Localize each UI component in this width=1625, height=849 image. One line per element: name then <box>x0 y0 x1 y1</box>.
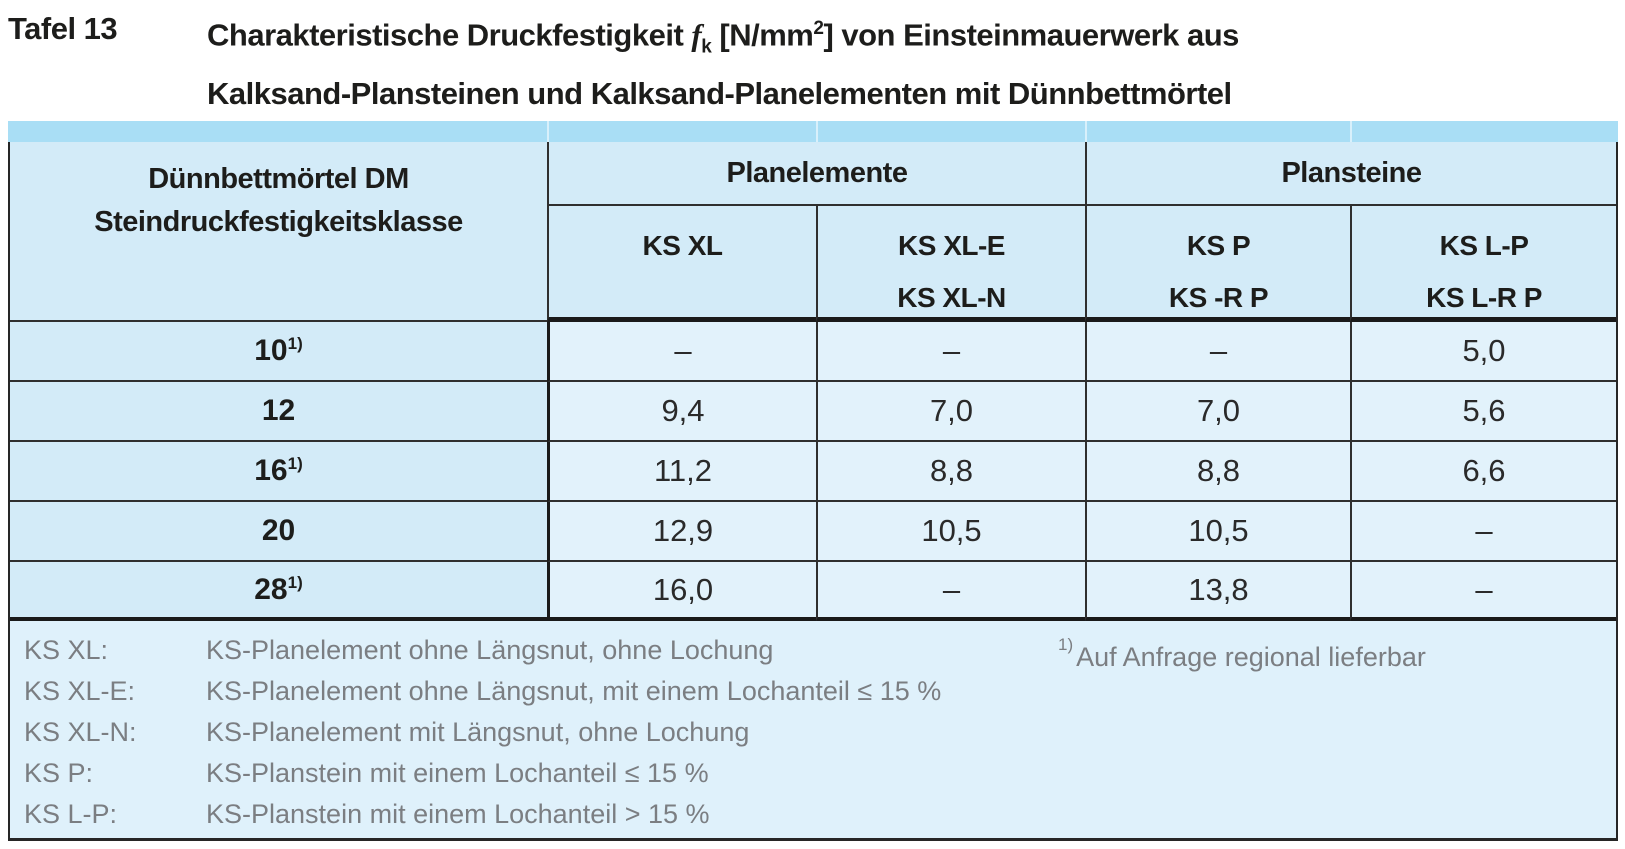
row-label-text: 28 <box>254 572 288 606</box>
column-header-ks-l-p: KS L-P KS L-R P <box>1350 206 1616 322</box>
value-cell: – <box>1085 322 1350 382</box>
top-accent-bar <box>8 121 1618 142</box>
legend-abbr: KS P: <box>24 758 94 788</box>
legend-abbr: KS XL: <box>24 635 109 665</box>
column-header-line: KS XL-N <box>897 282 1006 313</box>
legend-text: KS-Planelement ohne Längsnut, ohne Lochu… <box>206 635 774 665</box>
legend-text: KS-Planelement ohne Längsnut, mit einem … <box>206 676 942 706</box>
row-label: 16 1) <box>10 442 547 502</box>
row-label: 28 1) <box>10 562 547 621</box>
legend-abbr: KS XL-N: <box>24 717 137 747</box>
column-header-line: KS XL-E <box>898 230 1005 261</box>
value-cell: 7,0 <box>1085 382 1350 442</box>
unit-superscript: 2 <box>813 18 824 39</box>
legend-text: KS-Planstein mit einem Lochanteil > 15 % <box>206 799 710 829</box>
row-label-text: 16 <box>254 454 288 487</box>
column-header-ks-xl: KS XL <box>547 206 816 322</box>
value-cell: 8,8 <box>1085 442 1350 502</box>
column-header-ks-xl-e: KS XL-E KS XL-N <box>816 206 1085 322</box>
column-notch <box>547 121 549 142</box>
f-subscript: k <box>701 36 712 58</box>
legend-text: KS-Planelement mit Längsnut, ohne Lochun… <box>206 717 750 747</box>
row-label-text: 10 <box>254 334 288 367</box>
footnote-marker: 1) <box>287 334 303 353</box>
legend-text: KS-Planstein mit einem Lochanteil ≤ 15 % <box>206 758 709 788</box>
legend-item: KS L-P: KS-Planstein mit einem Lochantei… <box>24 794 1616 835</box>
footnote-marker: 1) <box>287 454 303 473</box>
row-label-text: 12 <box>261 394 296 427</box>
value-cell: 12,9 <box>547 502 816 562</box>
value-cell: – <box>1350 502 1616 562</box>
row-label: 20 <box>10 502 547 562</box>
column-header-line: KS P <box>1186 230 1251 261</box>
row-header-line-1: Dünnbettmörtel DM <box>148 163 409 195</box>
value-cell: – <box>547 322 816 382</box>
column-header-ks-p: KS P KS -R P <box>1085 206 1350 322</box>
f-symbol: f <box>691 17 702 53</box>
value-cell: – <box>1350 562 1616 621</box>
table-caption: Tafel 13 Charakteristische Druckfestigke… <box>8 6 1618 117</box>
column-header-line: KS L-P <box>1439 230 1529 261</box>
title-mid: [N/mm <box>711 17 814 53</box>
value-cell: 6,6 <box>1350 442 1616 502</box>
row-header-cell: Dünnbettmörtel DM Steindruckfestigkeitsk… <box>10 142 547 322</box>
title-line-1: Charakteristische Druckfestigkeit fk [N/… <box>207 6 1239 71</box>
value-cell: 13,8 <box>1085 562 1350 621</box>
value-cell: 9,4 <box>547 382 816 442</box>
column-notch <box>1350 121 1352 142</box>
legend-item: KS XL: KS-Planelement ohne Längsnut, ohn… <box>24 630 1616 671</box>
legend-item: KS XL-N: KS-Planelement mit Längsnut, oh… <box>24 712 1616 753</box>
value-cell: 16,0 <box>547 562 816 621</box>
value-cell: 8,8 <box>816 442 1085 502</box>
footnote-text: Auf Anfrage regional lieferbar <box>1076 642 1426 672</box>
column-header-line: KS XL <box>642 230 723 261</box>
title-suffix: ] von Einsteinmauerwerk aus <box>823 17 1239 53</box>
group-header-planelemente: Planelemente <box>547 142 1085 206</box>
column-notch <box>816 121 818 142</box>
table-number: Tafel 13 <box>8 11 118 46</box>
value-cell: 5,0 <box>1350 322 1616 382</box>
row-label: 10 1) <box>10 322 547 382</box>
legend-item: KS XL-E: KS-Planelement ohne Längsnut, m… <box>24 671 1616 712</box>
value-cell: 7,0 <box>816 382 1085 442</box>
value-cell: – <box>816 322 1085 382</box>
value-cell: 5,6 <box>1350 382 1616 442</box>
table-title: Charakteristische Druckfestigkeit fk [N/… <box>207 6 1239 117</box>
column-notch <box>1085 121 1087 142</box>
value-cell: – <box>816 562 1085 621</box>
data-table: Dünnbettmörtel DM Steindruckfestigkeitsk… <box>8 142 1618 841</box>
column-header-line: KS -R P <box>1168 282 1269 313</box>
row-label-text: 20 <box>261 514 296 547</box>
regional-availability-note: 1) Auf Anfrage regional lieferbar <box>1058 630 1426 678</box>
value-cell: 11,2 <box>547 442 816 502</box>
value-cell: 10,5 <box>816 502 1085 562</box>
legend-abbr: KS L-P: <box>24 799 118 829</box>
row-label: 12 <box>10 382 547 442</box>
row-header-line-2: Steindruckfestigkeitsklasse <box>94 206 463 238</box>
value-cell: 10,5 <box>1085 502 1350 562</box>
group-header-plansteine: Plansteine <box>1085 142 1616 206</box>
title-line-2: Kalksand-Plansteinen und Kalksand-Planel… <box>207 75 1232 111</box>
footnote-marker: 1) <box>287 572 303 592</box>
column-header-line: KS L-R P <box>1426 282 1542 313</box>
legend-item: KS P: KS-Planstein mit einem Lochanteil … <box>24 753 1616 794</box>
legend-abbr: KS XL-E: <box>24 676 136 706</box>
footnote-marker: 1) <box>1058 635 1074 654</box>
title-prefix: Charakteristische Druckfestigkeit <box>207 17 692 53</box>
legend-section: KS XL: KS-Planelement ohne Längsnut, ohn… <box>10 621 1616 838</box>
